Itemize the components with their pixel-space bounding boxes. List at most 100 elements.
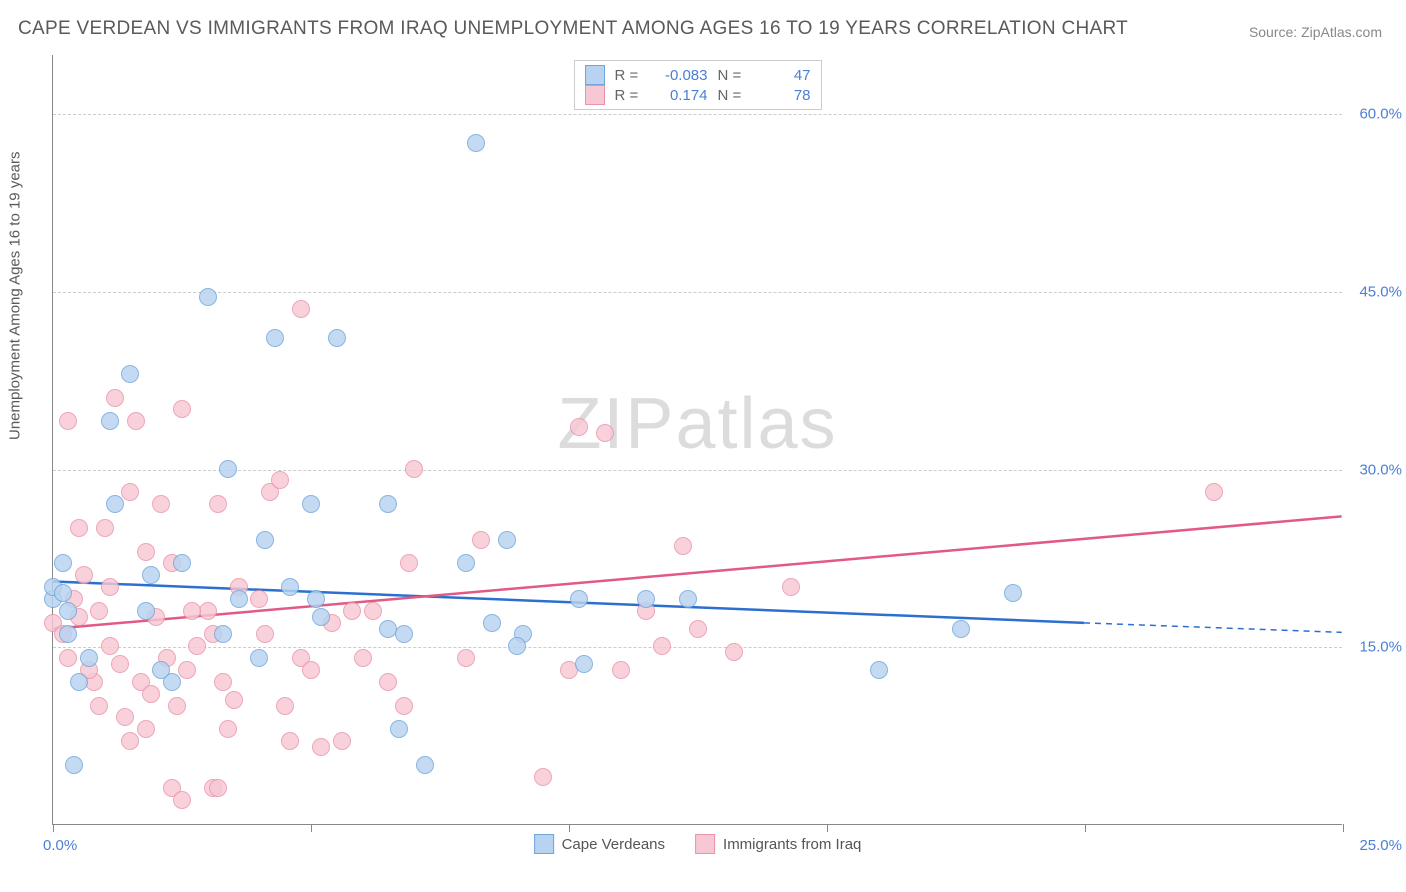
data-point: [178, 661, 196, 679]
data-point: [59, 625, 77, 643]
data-point: [209, 779, 227, 797]
data-point: [870, 661, 888, 679]
data-point: [116, 708, 134, 726]
data-point: [90, 697, 108, 715]
data-point: [364, 602, 382, 620]
data-point: [312, 608, 330, 626]
data-point: [214, 625, 232, 643]
data-point: [250, 590, 268, 608]
data-point: [152, 495, 170, 513]
data-point: [307, 590, 325, 608]
data-point: [96, 519, 114, 537]
grid-line: [53, 470, 1342, 471]
data-point: [575, 655, 593, 673]
data-point: [219, 460, 237, 478]
data-point: [343, 602, 361, 620]
data-point: [256, 625, 274, 643]
data-point: [59, 412, 77, 430]
data-point: [59, 649, 77, 667]
y-tick-label: 15.0%: [1352, 639, 1402, 656]
y-axis-label: Unemployment Among Ages 16 to 19 years: [7, 151, 24, 440]
data-point: [395, 625, 413, 643]
data-point: [679, 590, 697, 608]
data-point: [142, 566, 160, 584]
data-point: [101, 412, 119, 430]
trend-lines: [53, 55, 1342, 824]
data-point: [121, 483, 139, 501]
source-label: Source: ZipAtlas.com: [1249, 24, 1382, 40]
series-legend: Cape Verdeans Immigrants from Iraq: [534, 834, 862, 854]
x-tick: [569, 824, 570, 832]
data-point: [333, 732, 351, 750]
r-value-2: 0.174: [653, 87, 708, 104]
swatch-bottom-2: [695, 834, 715, 854]
data-point: [725, 643, 743, 661]
data-point: [395, 697, 413, 715]
n-label: N =: [718, 87, 746, 104]
data-point: [214, 673, 232, 691]
swatch-series-2: [585, 85, 605, 105]
r-label: R =: [615, 67, 643, 84]
n-value-2: 78: [756, 87, 811, 104]
swatch-series-1: [585, 65, 605, 85]
data-point: [101, 637, 119, 655]
data-point: [498, 531, 516, 549]
r-value-1: -0.083: [653, 67, 708, 84]
data-point: [328, 329, 346, 347]
data-point: [472, 531, 490, 549]
y-tick-label: 60.0%: [1352, 106, 1402, 123]
data-point: [467, 134, 485, 152]
data-point: [457, 554, 475, 572]
data-point: [457, 649, 475, 667]
x-tick: [311, 824, 312, 832]
n-label: N =: [718, 67, 746, 84]
data-point: [534, 768, 552, 786]
data-point: [199, 288, 217, 306]
data-point: [111, 655, 129, 673]
data-point: [1004, 584, 1022, 602]
data-point: [483, 614, 501, 632]
data-point: [101, 578, 119, 596]
data-point: [689, 620, 707, 638]
data-point: [188, 637, 206, 655]
data-point: [281, 732, 299, 750]
data-point: [70, 519, 88, 537]
data-point: [674, 537, 692, 555]
data-point: [379, 495, 397, 513]
plot-area: Unemployment Among Ages 16 to 19 years Z…: [52, 55, 1342, 825]
data-point: [90, 602, 108, 620]
data-point: [75, 566, 93, 584]
data-point: [225, 691, 243, 709]
data-point: [173, 554, 191, 572]
data-point: [637, 590, 655, 608]
correlation-legend: R = -0.083 N = 47 R = 0.174 N = 78: [574, 60, 822, 110]
r-label: R =: [615, 87, 643, 104]
data-point: [570, 590, 588, 608]
data-point: [168, 697, 186, 715]
y-tick-label: 30.0%: [1352, 461, 1402, 478]
data-point: [173, 400, 191, 418]
x-tick: [53, 824, 54, 832]
x-tick: [1085, 824, 1086, 832]
n-value-1: 47: [756, 67, 811, 84]
data-point: [292, 300, 310, 318]
data-point: [281, 578, 299, 596]
data-point: [127, 412, 145, 430]
data-point: [379, 673, 397, 691]
data-point: [137, 602, 155, 620]
data-point: [302, 661, 320, 679]
data-point: [416, 756, 434, 774]
legend-item-2: Immigrants from Iraq: [695, 834, 861, 854]
data-point: [256, 531, 274, 549]
data-point: [106, 389, 124, 407]
data-point: [173, 791, 191, 809]
x-tick: [1343, 824, 1344, 832]
data-point: [271, 471, 289, 489]
legend-label-2: Immigrants from Iraq: [723, 836, 861, 853]
data-point: [508, 637, 526, 655]
data-point: [183, 602, 201, 620]
data-point: [106, 495, 124, 513]
data-point: [390, 720, 408, 738]
x-tick-right: 25.0%: [1352, 837, 1402, 854]
x-tick: [827, 824, 828, 832]
